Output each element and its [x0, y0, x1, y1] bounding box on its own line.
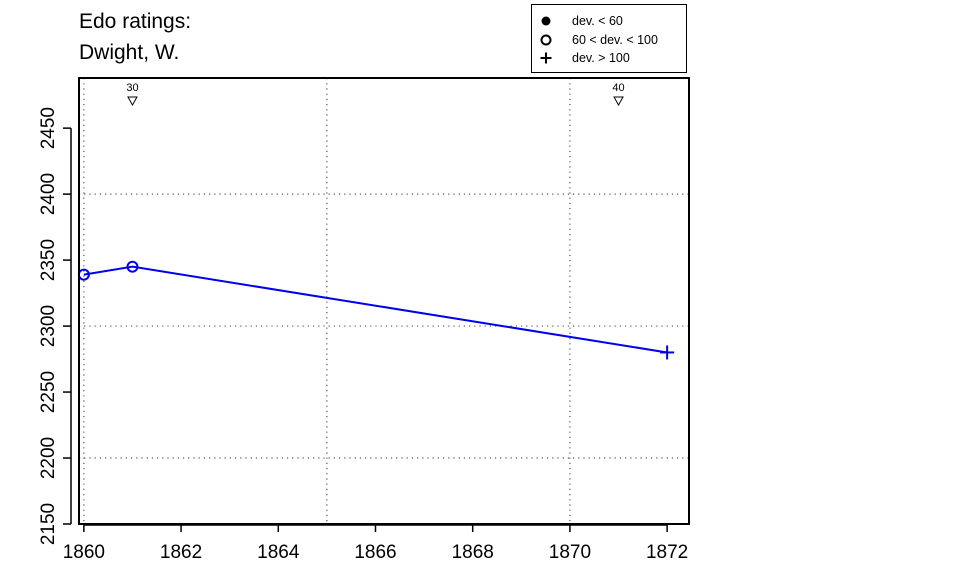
- series: [77, 260, 675, 360]
- y-tick-label: 2150: [38, 503, 59, 545]
- down-triangle-icon: [613, 96, 624, 107]
- down-triangle-icon: [127, 96, 138, 107]
- annotation-label: 40: [612, 82, 624, 94]
- legend: dev. < 60 60 < dev. < 100 dev. > 100: [531, 4, 687, 73]
- x-tick-label: 1864: [257, 542, 300, 563]
- legend-label: dev. < 60: [572, 14, 623, 28]
- y-tick-label: 2300: [38, 305, 59, 347]
- legend-label: 60 < dev. < 100: [572, 33, 658, 47]
- x-tick-label: 1872: [646, 542, 688, 563]
- x-tick-label: 1866: [354, 542, 396, 563]
- y-tick-label: 2250: [38, 371, 59, 413]
- legend-entry-mid-dev: 60 < dev. < 100: [532, 32, 686, 48]
- x-tick-label: 1870: [549, 542, 591, 563]
- data-point-plus: [660, 345, 675, 360]
- axes: 1860 1862 1864 1866 1868 1870 1872 2150 2200 2250…: [38, 107, 688, 563]
- grid: [79, 78, 689, 524]
- plus-icon: [540, 52, 552, 64]
- series-line: [83, 265, 668, 354]
- legend-entry-high-dev: dev. > 100: [532, 50, 686, 66]
- x-tick-label: 1868: [452, 542, 494, 563]
- data-point-open-circle: [126, 260, 139, 273]
- plot-frame: [78, 77, 690, 525]
- annotations: 30 40: [126, 82, 625, 107]
- open-circle-icon: [540, 34, 552, 46]
- y-tick-label: 2200: [38, 437, 59, 479]
- y-tick-label: 2350: [38, 239, 59, 281]
- legend-label: dev. > 100: [572, 51, 630, 65]
- filled-circle-icon: [541, 16, 551, 26]
- annotation-label: 30: [126, 82, 138, 94]
- legend-entry-low-dev: dev. < 60: [532, 13, 686, 29]
- x-tick-label: 1862: [160, 542, 202, 563]
- y-tick-label: 2400: [38, 173, 59, 215]
- x-tick-label: 1860: [63, 542, 105, 563]
- y-tick-label: 2450: [38, 107, 59, 149]
- chart-title-line-2: Dwight, W.: [79, 41, 180, 64]
- chart-title-line-1: Edo ratings:: [79, 10, 192, 33]
